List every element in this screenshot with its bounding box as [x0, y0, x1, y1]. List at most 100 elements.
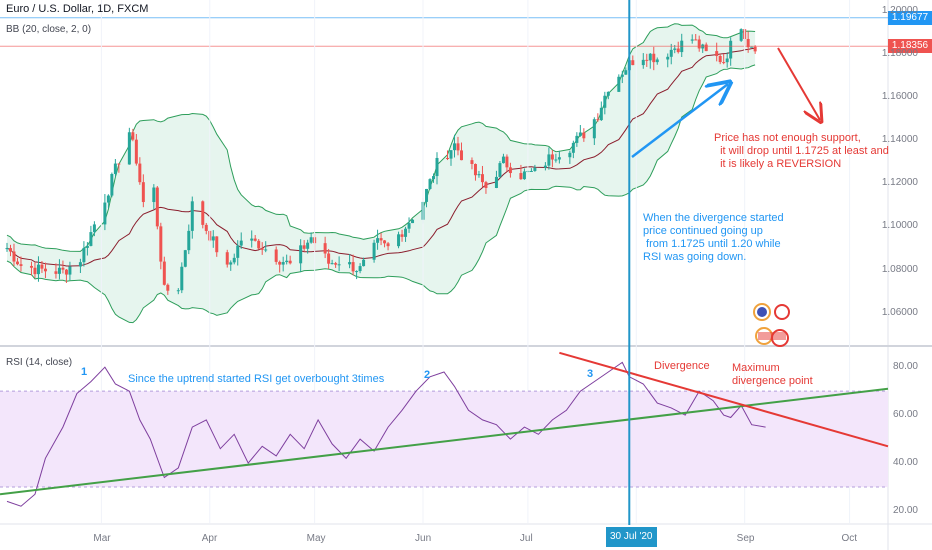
candle-body — [152, 187, 156, 203]
candle-body — [722, 62, 726, 64]
candle-body — [253, 238, 257, 241]
upper-price-tag: 1.19677 — [888, 10, 932, 25]
candle-body — [449, 150, 453, 159]
candle-body — [543, 165, 547, 168]
candle-body — [278, 261, 282, 265]
current-price-tag: 1.18356 — [888, 39, 932, 54]
price-tick-label: 1.20000 — [881, 4, 918, 16]
candle-body — [669, 49, 673, 57]
candle-body — [383, 240, 387, 244]
rsi-label[interactable]: RSI (14, close) — [6, 357, 73, 368]
candle-body — [309, 237, 313, 243]
candle-body — [575, 135, 579, 143]
candle-body — [505, 156, 509, 168]
candle-body — [257, 240, 261, 249]
month-tick-label: Mar — [93, 533, 111, 544]
rsi-pane — [0, 351, 889, 507]
candle-body — [110, 174, 114, 196]
candle-body — [131, 132, 135, 140]
candle-body — [176, 290, 180, 292]
candle-body — [274, 249, 278, 262]
candle-body — [159, 226, 163, 262]
candle-body — [327, 253, 331, 264]
rsi-peak-1: 1 — [81, 366, 88, 378]
candle-body — [397, 234, 401, 247]
candle-body — [519, 173, 523, 180]
candle-body — [330, 263, 334, 265]
candle-body — [554, 159, 558, 161]
candle-body — [15, 261, 19, 265]
candle-body — [694, 39, 698, 41]
candle-body — [470, 160, 474, 164]
candle-body — [379, 238, 383, 241]
candle-body — [334, 263, 338, 265]
candle-body — [571, 142, 575, 153]
candle-body — [281, 262, 285, 265]
candle-body — [386, 243, 390, 247]
rsi-overbought-note: Since the uptrend started RSI get overbo… — [128, 373, 385, 385]
candle-body — [337, 264, 341, 266]
candle-body — [522, 171, 526, 180]
candle-body — [8, 248, 12, 252]
candle-body — [351, 262, 355, 272]
candle-body — [362, 259, 366, 267]
candle-body — [484, 182, 488, 188]
candle-body — [676, 48, 680, 53]
month-tick-label: Sep — [736, 533, 755, 544]
candle-body — [225, 252, 229, 265]
candle-body — [78, 262, 82, 267]
candle-body — [232, 257, 236, 263]
candle-body — [697, 39, 701, 49]
candle-body — [106, 195, 110, 203]
candle-body — [631, 60, 635, 66]
candle-body — [166, 284, 170, 291]
candle-body — [428, 179, 432, 189]
month-tick-label: May — [306, 533, 326, 544]
candle-body — [302, 245, 306, 249]
rsi-tick-label: 60.00 — [892, 409, 918, 421]
candle-body — [36, 264, 40, 275]
candle-body — [358, 266, 362, 272]
bollinger-label[interactable]: BB (20, close, 2, 0) — [6, 24, 92, 35]
candle-body — [582, 132, 586, 139]
candle-body — [750, 46, 754, 48]
candle-body — [64, 269, 68, 275]
candle-body — [704, 44, 708, 52]
candle-body — [753, 46, 757, 52]
candle-body — [260, 248, 264, 250]
candle-body — [459, 150, 463, 161]
candle-body — [299, 245, 303, 264]
candle-body — [127, 132, 131, 165]
candle-body — [547, 154, 551, 166]
candle-body — [92, 224, 96, 233]
candle-body — [239, 240, 243, 246]
candle-body — [550, 154, 554, 160]
candle-body — [645, 59, 649, 61]
candle-body — [432, 176, 436, 180]
bollinger-lower-band — [6, 64, 756, 324]
month-tick-label: Jul — [519, 533, 533, 544]
candle-body — [113, 163, 117, 175]
candle-body — [404, 228, 408, 237]
candle-body — [376, 238, 380, 243]
candle-body — [229, 262, 233, 265]
candle-body — [620, 74, 624, 77]
candle-body — [606, 91, 610, 96]
candle-body — [155, 187, 159, 227]
rsi-tick-label: 80.00 — [892, 361, 918, 373]
candle-body — [180, 266, 184, 291]
event-flags-icon[interactable] — [752, 300, 796, 350]
candle-body — [596, 119, 600, 121]
candle-body — [141, 182, 145, 203]
candle-body — [498, 163, 502, 177]
candle-body — [494, 176, 498, 188]
candle-body — [529, 170, 533, 172]
candle-body — [264, 249, 268, 251]
candle-body — [355, 271, 359, 273]
divergence-label: Divergence — [654, 360, 710, 372]
candle-body — [473, 163, 477, 176]
price-tick-label: 1.14000 — [881, 134, 918, 146]
bollinger-basis — [6, 47, 756, 267]
red-reversal-arrow — [777, 47, 820, 120]
candle-body — [211, 236, 215, 241]
